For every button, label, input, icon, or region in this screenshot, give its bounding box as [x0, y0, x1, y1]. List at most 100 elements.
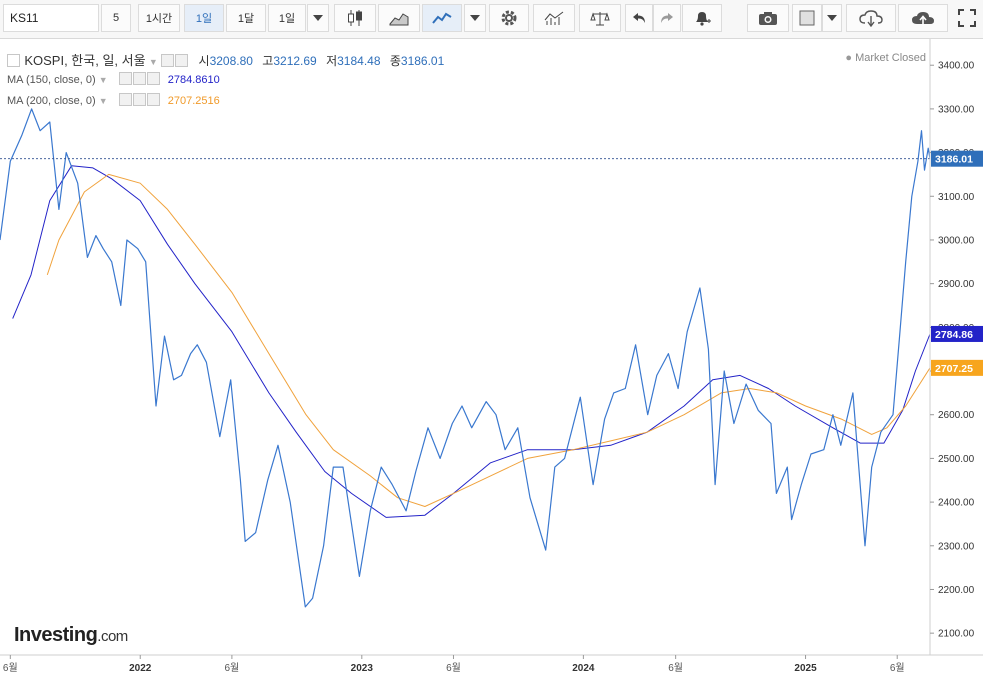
x-tick-label: 2025	[794, 663, 817, 674]
ma150-tag-bg	[931, 325, 983, 342]
kospi-price-line	[0, 108, 931, 608]
close-icon[interactable]	[146, 72, 160, 85]
legend-dropdown-icon[interactable]: ▼	[98, 96, 108, 106]
high-label: 고	[262, 54, 274, 68]
x-tick-label: 2024	[572, 663, 595, 674]
visibility-icon[interactable]	[118, 93, 132, 106]
cloud-upload-icon	[912, 12, 934, 26]
legend-dropdown-icon[interactable]: ▼	[98, 75, 108, 85]
ma200-tag-bg	[931, 359, 983, 376]
ma200-line	[46, 173, 931, 507]
settings-small-icon[interactable]	[132, 93, 146, 106]
cloud-download-icon	[859, 10, 883, 27]
x-tick-label: 2023	[351, 663, 374, 674]
series-layer	[0, 108, 931, 608]
chart-toolbar: 5 1시간 1일 1달 1일	[0, 0, 983, 39]
market-status-text: Market Closed	[855, 52, 926, 64]
interval-custom-button[interactable]: 1일	[268, 4, 306, 32]
logo-suffix-text: .com	[97, 628, 128, 645]
x-tick-label: 6월	[446, 662, 461, 674]
close-value: 3186.01	[400, 54, 445, 68]
ma200-legend: MA (200, close, 0) ▼ 2707.2516	[7, 93, 220, 107]
last-price-tag-bg	[931, 150, 983, 167]
undo-button[interactable]	[625, 4, 653, 32]
collapse-legend-icon[interactable]	[7, 54, 20, 67]
y-tick-label: 3300.00	[938, 104, 975, 115]
visibility-icon[interactable]	[161, 54, 175, 67]
ma150-legend: MA (150, close, 0) ▼ 2784.8610	[7, 72, 220, 86]
chart-type-dropdown-button[interactable]	[464, 4, 486, 32]
axis-layer: 2100.00 2200.00 2300.00 2400.00 2500.00 2600.…	[0, 39, 983, 674]
interval-1month-button[interactable]: 1달	[226, 4, 266, 32]
interval-1day-button[interactable]: 1일	[184, 4, 224, 32]
price-chart[interactable]: 2100.00 2200.00 2300.00 2400.00 2500.00 2600.…	[0, 39, 983, 683]
fullscreen-button[interactable]	[953, 4, 981, 32]
instrument-name: KOSPI, 한국, 일, 서울	[24, 53, 146, 68]
candlestick-chart-button[interactable]	[334, 4, 376, 32]
symbol-input[interactable]	[3, 4, 99, 32]
gear-icon	[501, 10, 517, 26]
ma150-tag: 2784.86	[935, 329, 973, 341]
settings-small-icon[interactable]	[175, 54, 189, 67]
ma200-label: MA (200, close, 0)	[7, 95, 96, 107]
line-chart-button[interactable]	[422, 4, 462, 32]
indicators-icon	[544, 11, 564, 25]
settings-button[interactable]	[489, 4, 529, 32]
fullscreen-icon	[958, 9, 976, 27]
color-theme-button[interactable]	[792, 4, 822, 32]
market-status: ● Market Closed	[845, 52, 926, 64]
x-tick-label: 6월	[668, 662, 683, 674]
close-icon[interactable]	[146, 93, 160, 106]
y-tick-label: 3000.00	[938, 235, 975, 246]
settings-small-icon[interactable]	[132, 72, 146, 85]
alert-button[interactable]	[682, 4, 722, 32]
load-chart-button[interactable]	[846, 4, 896, 32]
interval-1hour-button[interactable]: 1시간	[138, 4, 180, 32]
high-value: 3212.69	[273, 54, 317, 68]
y-tick-label: 2600.00	[938, 410, 975, 421]
interval-dropdown-button[interactable]	[307, 4, 329, 32]
color-swatch-icon	[799, 10, 815, 26]
color-theme-dropdown-button[interactable]	[822, 4, 842, 32]
y-tick-label: 3400.00	[938, 61, 975, 72]
investing-logo: Investing.com	[14, 624, 128, 647]
ma150-value: 2784.8610	[167, 74, 220, 86]
low-label: 저	[326, 54, 338, 68]
main-legend: KOSPI, 한국, 일, 서울 ▼ 시3208.80 고3212.69 저 31…	[7, 50, 444, 69]
y-tick-label: 2500.00	[938, 454, 975, 465]
logo-main-text: Investing	[14, 624, 98, 646]
x-tick-label: 6월	[225, 662, 240, 674]
y-tick-label: 2900.00	[938, 279, 975, 290]
y-tick-label: 2300.00	[938, 541, 975, 552]
interval-5-button[interactable]: 5	[101, 4, 131, 32]
open-label: 시	[198, 54, 210, 68]
area-chart-button[interactable]	[378, 4, 420, 32]
area-chart-icon	[389, 13, 409, 26]
bell-plus-icon	[696, 12, 711, 26]
visibility-icon[interactable]	[118, 72, 132, 85]
y-tick-label: 2100.00	[938, 629, 975, 640]
camera-icon	[759, 12, 777, 25]
ma200-tag: 2707.25	[935, 363, 973, 375]
legend-dropdown-icon[interactable]: ▼	[148, 57, 158, 67]
compare-button[interactable]	[579, 4, 621, 32]
open-value: 3208.80	[209, 54, 253, 68]
ma150-line	[12, 165, 931, 518]
ma200-value: 2707.2516	[167, 95, 220, 107]
screenshot-button[interactable]	[747, 4, 789, 32]
chevron-down-icon	[313, 15, 323, 21]
close-label: 종	[389, 54, 401, 68]
chevron-down-icon	[470, 15, 480, 21]
chevron-down-icon	[827, 15, 837, 21]
y-tick-label: 2400.00	[938, 498, 975, 509]
candlestick-icon	[348, 10, 362, 26]
redo-button[interactable]	[653, 4, 681, 32]
ma150-label: MA (150, close, 0)	[7, 74, 96, 86]
indicators-button[interactable]	[533, 4, 575, 32]
save-chart-button[interactable]	[898, 4, 948, 32]
x-tick-label: 6월	[890, 662, 905, 674]
chart-panel: 2100.00 2200.00 2300.00 2400.00 2500.00 2600.…	[0, 39, 983, 683]
line-chart-icon	[432, 12, 452, 24]
status-dot-icon: ●	[845, 52, 853, 64]
last-price-tag: 3186.01	[935, 154, 973, 166]
